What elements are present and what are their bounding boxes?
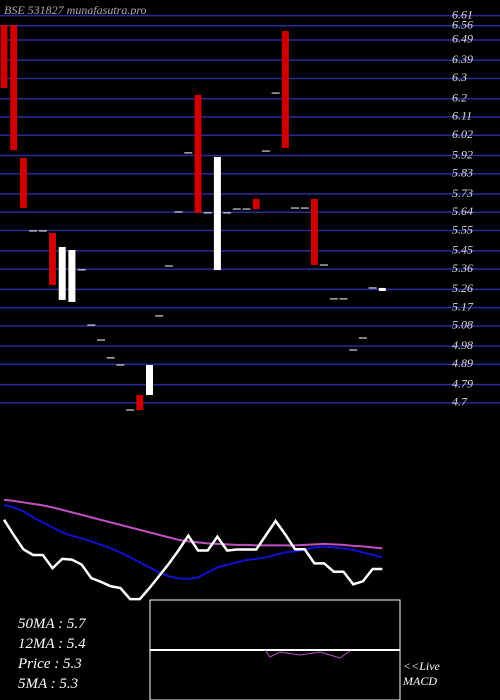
y-tick-label: 5.08 [452, 318, 473, 332]
y-tick-label: 6.02 [452, 127, 473, 141]
candle-body [146, 364, 153, 395]
macd-title: MACD [402, 674, 437, 688]
stat-label: 5MA : 5.3 [18, 676, 78, 692]
y-tick-label: 5.64 [452, 204, 473, 218]
y-tick-label: 5.36 [452, 261, 473, 275]
stat-label: Price : 5.3 [17, 656, 82, 672]
y-tick-label: 4.79 [452, 376, 473, 390]
y-tick-label: 4.89 [452, 356, 473, 370]
candle-body [310, 198, 318, 266]
candle-body [68, 250, 76, 302]
candle-body [58, 246, 66, 300]
y-tick-label: 5.45 [452, 243, 473, 257]
y-tick-label: 6.2 [452, 90, 467, 104]
y-tick-label: 6.3 [452, 70, 467, 84]
y-tick-label: 5.17 [452, 299, 474, 313]
candle-body [281, 31, 289, 149]
price-line [2, 518, 383, 601]
y-tick-label: 6.56 [452, 18, 473, 32]
y-tick-label: 4.7 [452, 395, 468, 409]
candle-body [378, 287, 386, 291]
y-tick-label: 6.61 [452, 7, 473, 21]
candle-body [194, 94, 202, 213]
candle-body [19, 157, 27, 209]
y-tick-label: 6.49 [452, 32, 473, 46]
candle-body [0, 24, 8, 89]
y-tick-label: 5.55 [452, 222, 473, 236]
stat-label: 12MA : 5.4 [18, 636, 86, 652]
y-tick-label: 5.73 [452, 186, 473, 200]
stat-label: 50MA : 5.7 [18, 616, 87, 632]
candle-body [213, 156, 221, 271]
y-tick-label: 5.83 [452, 166, 473, 180]
candle-body [10, 24, 18, 151]
macd-label: <<Live [403, 659, 441, 673]
y-tick-label: 5.26 [452, 281, 473, 295]
candle-body [136, 394, 144, 410]
candle-body [252, 198, 260, 210]
y-tick-label: 6.11 [452, 109, 472, 123]
ma-line [3, 503, 383, 580]
y-tick-label: 6.39 [452, 52, 473, 66]
macd-signal [264, 649, 351, 659]
candle-body [49, 232, 56, 285]
y-tick-label: 5.92 [452, 147, 473, 161]
chart-title: BSE 531827 munafasutra.pro [4, 3, 147, 17]
y-tick-label: 4.98 [452, 338, 473, 352]
